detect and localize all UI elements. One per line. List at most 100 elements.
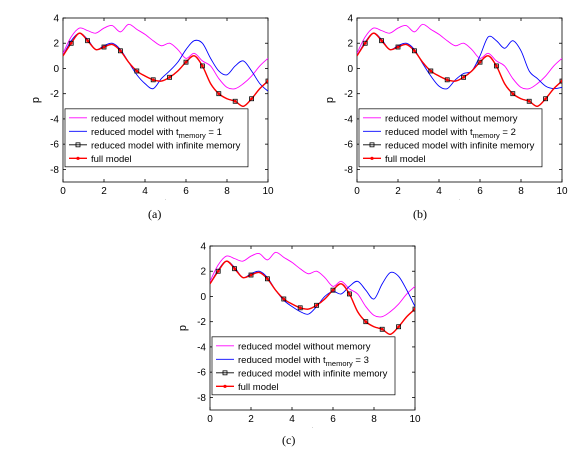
- y-axis-label: p: [324, 97, 336, 103]
- y-axis-label: p: [177, 325, 189, 331]
- y-tick-label: 4: [347, 14, 353, 25]
- marker-square: [379, 38, 384, 44]
- caption-a: (a): [148, 207, 162, 221]
- marker-dot: [396, 45, 400, 49]
- marker-dot: [478, 60, 482, 64]
- plot-area: [357, 23, 562, 108]
- legend-box: [64, 108, 249, 168]
- marker-square: [330, 287, 336, 293]
- marker-dot: [249, 273, 253, 277]
- x-tick-label: 6: [183, 186, 189, 197]
- marker-square: [477, 59, 483, 65]
- x-tick-label: 6: [330, 414, 336, 425]
- legend-label-tail: = 2: [500, 127, 516, 138]
- x-tick-label: 10: [262, 186, 274, 197]
- marker-dot: [315, 303, 318, 307]
- marker-square: [396, 324, 402, 330]
- marker-dot: [282, 297, 286, 301]
- y-tick-label: -4: [50, 114, 59, 125]
- marker-dot: [102, 45, 106, 49]
- marker-square: [232, 98, 238, 104]
- marker-square: [265, 276, 270, 282]
- marker-dot: [413, 307, 415, 311]
- y-tick-label: -2: [197, 317, 206, 328]
- marker-dot: [511, 92, 515, 96]
- marker-square: [493, 63, 499, 69]
- marker-dot: [429, 69, 433, 73]
- legend-label: reduced model with tmemory = 2: [385, 127, 516, 140]
- y-tick-label: 4: [200, 242, 206, 253]
- legend-marker-dot: [370, 156, 374, 160]
- marker-dot: [69, 41, 73, 45]
- marker-square: [510, 91, 516, 97]
- x-tick-label: 8: [518, 186, 524, 197]
- legend-label-main: reduced model with t: [91, 127, 179, 138]
- marker-dot: [364, 320, 368, 324]
- x-tick-label: 4: [289, 414, 295, 425]
- legend-marker-square: [75, 142, 81, 148]
- legend-label: full model: [238, 382, 279, 393]
- marker-dot: [462, 75, 465, 79]
- marker-square: [199, 63, 205, 69]
- legend-label-tail: = 1: [206, 127, 222, 138]
- marker-dot: [201, 64, 204, 68]
- legend-label: reduced model with infinite memory: [91, 140, 241, 151]
- marker-dot: [168, 75, 172, 79]
- legend-label-tail: = 3: [353, 355, 369, 366]
- legend-label: reduced model with tmemory = 3: [238, 355, 369, 368]
- legend-marker-dot: [76, 156, 80, 160]
- y-tick-label: -6: [50, 140, 59, 151]
- plot-area: [63, 23, 268, 108]
- marker-dot: [560, 79, 562, 83]
- legend-label-subscript: memory: [473, 131, 500, 140]
- series-line-0: [210, 251, 415, 318]
- y-tick-label: -4: [344, 114, 353, 125]
- marker-dot: [151, 78, 155, 82]
- marker-dot: [363, 41, 367, 45]
- marker-dot: [380, 327, 384, 331]
- y-tick-label: 2: [347, 39, 353, 50]
- y-tick-label: -8: [197, 393, 206, 404]
- marker-square: [395, 44, 401, 50]
- marker-square: [526, 98, 532, 104]
- marker-dot: [250, 97, 254, 101]
- chart-panel-c: 0 2 4 6 8 10 4 2 0 -2 -4 -6 -8 t p reduced model withou…: [177, 242, 421, 429]
- marker-dot: [544, 97, 547, 101]
- x-tick-label: 2: [101, 186, 107, 197]
- marker-dot: [298, 306, 302, 310]
- marker-dot: [266, 79, 268, 83]
- marker-square: [167, 74, 173, 80]
- legend-box: [211, 336, 396, 396]
- x-tick-label: 2: [395, 186, 401, 197]
- y-tick-label: 2: [53, 39, 59, 50]
- x-tick-label: 10: [556, 186, 568, 197]
- marker-square: [559, 78, 562, 84]
- marker-square: [150, 77, 156, 83]
- marker-square: [248, 272, 254, 278]
- marker-square: [118, 48, 123, 54]
- marker-dot: [184, 60, 188, 64]
- y-tick-label: -4: [197, 342, 206, 353]
- marker-dot: [331, 288, 335, 292]
- marker-dot: [413, 49, 416, 53]
- legend-marker-square: [369, 142, 375, 148]
- plot-area: [210, 251, 415, 336]
- legend-label-main: reduced model with t: [385, 127, 473, 138]
- chart-panel-b: 0 2 4 6 8 10 4 2 0 -2 -4 -6 -8 t p reduced model withou…: [324, 14, 568, 201]
- marker-square: [379, 326, 385, 332]
- marker-square: [68, 40, 74, 46]
- y-tick-label: -6: [197, 368, 206, 379]
- x-axis-label: t: [164, 198, 167, 200]
- y-tick-label: -8: [50, 165, 59, 176]
- marker-dot: [233, 99, 237, 103]
- marker-square: [412, 48, 417, 54]
- marker-square: [216, 91, 222, 97]
- y-tick-label: -8: [344, 165, 353, 176]
- legend-label: reduced model without memory: [238, 341, 371, 352]
- y-tick-label: 0: [347, 64, 353, 75]
- marker-square: [101, 44, 107, 50]
- marker-dot: [445, 78, 449, 82]
- marker-dot: [527, 99, 531, 103]
- marker-dot: [397, 325, 400, 329]
